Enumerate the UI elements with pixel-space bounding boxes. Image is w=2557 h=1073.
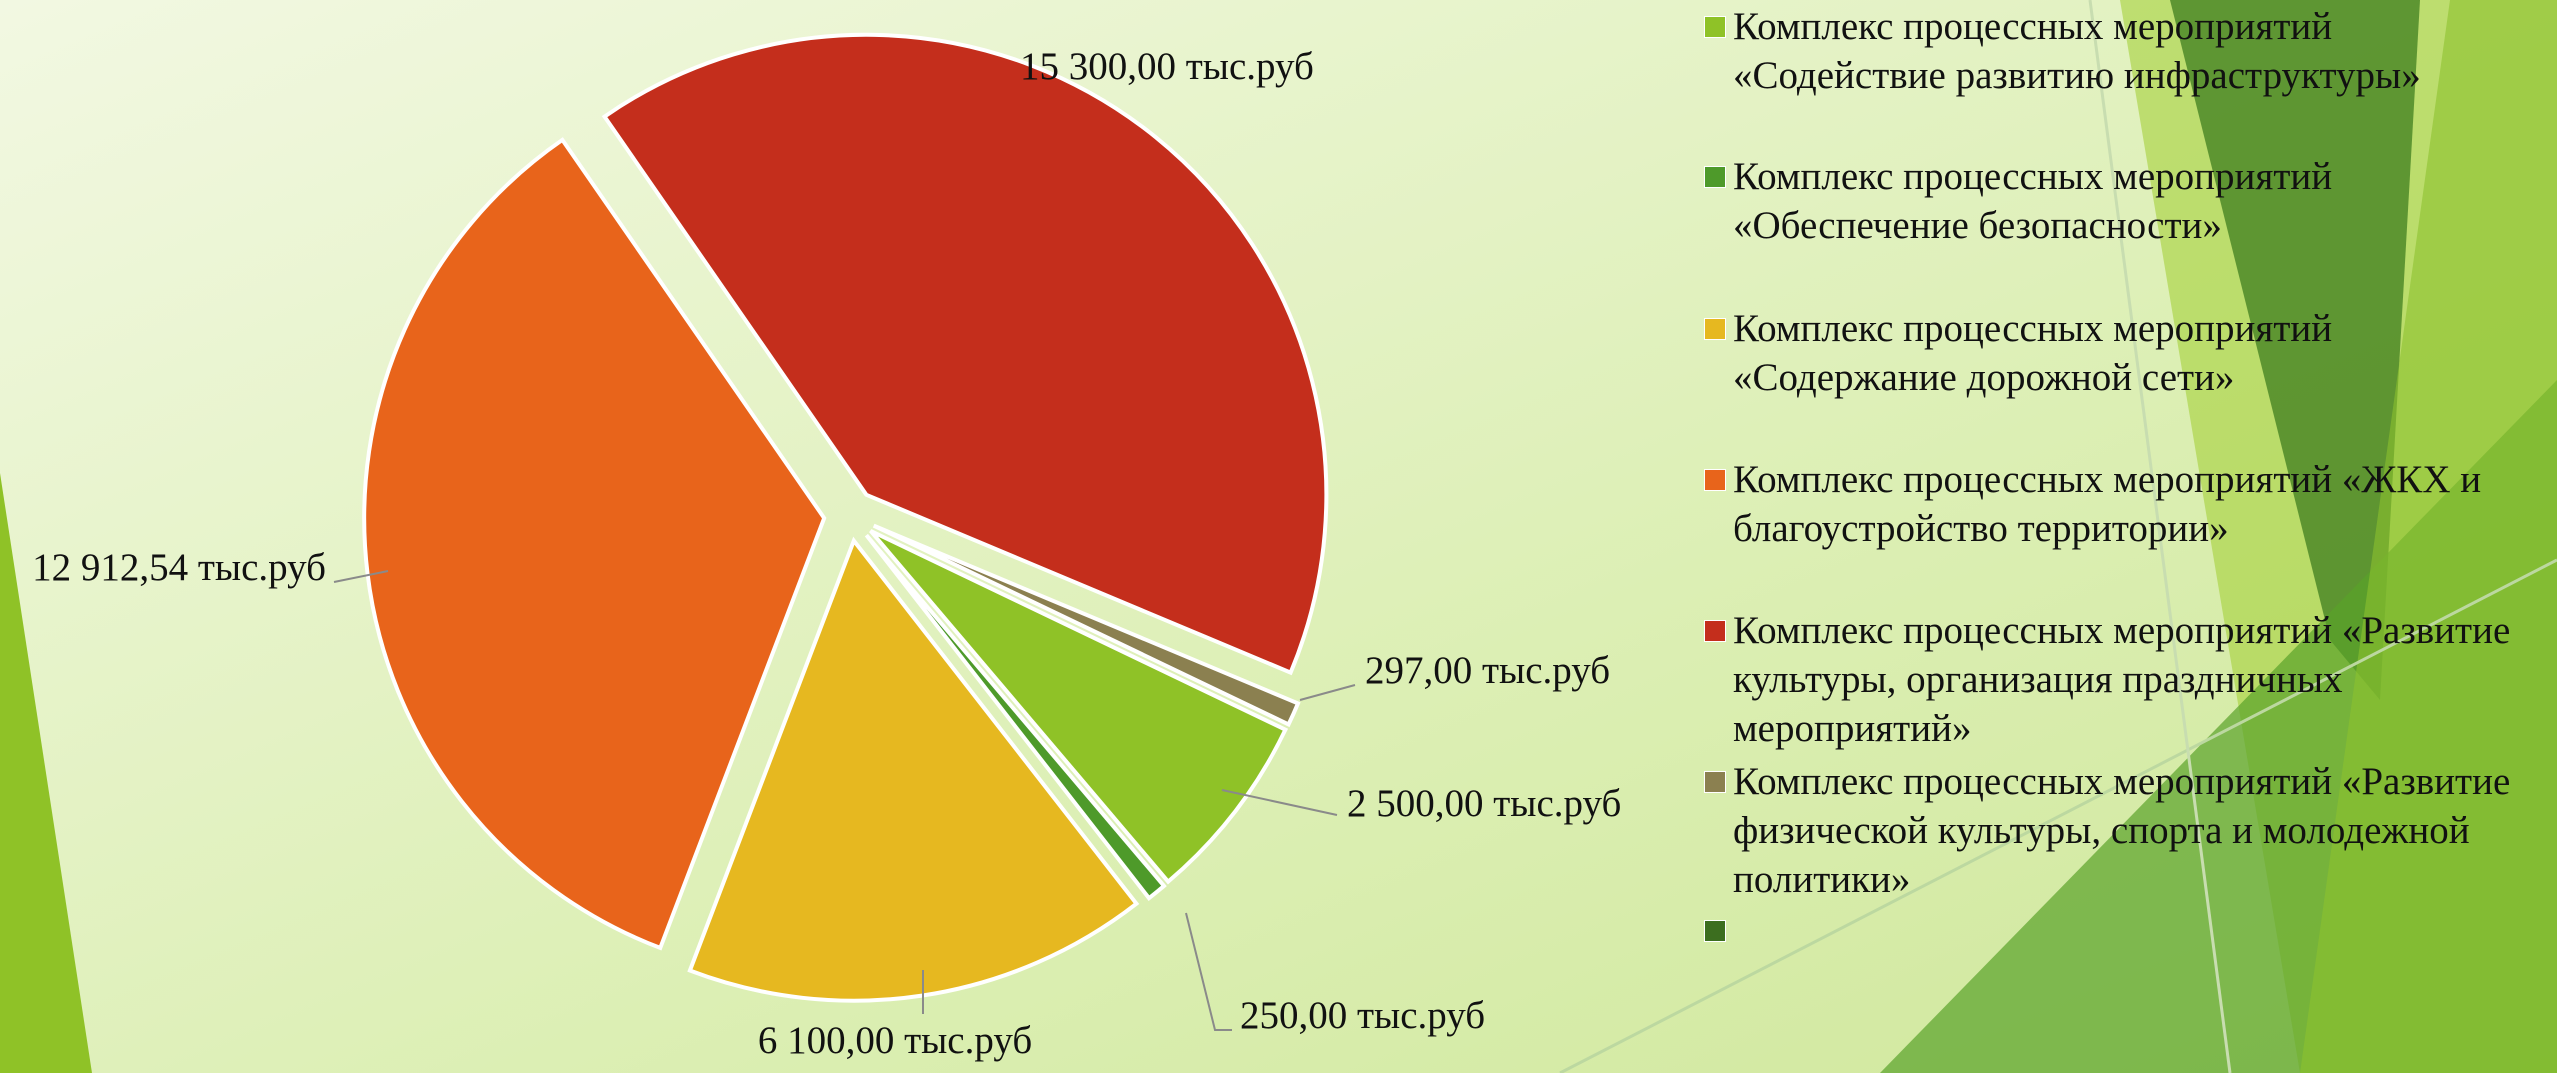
pie-slice xyxy=(864,533,1167,901)
legend-marker xyxy=(1704,620,1726,642)
decor xyxy=(2300,0,2557,1073)
pie-slice xyxy=(601,32,1329,676)
pie-slice xyxy=(687,536,1140,1003)
legend-label: Комплекс процессных мероприятий «ЖКХ и б… xyxy=(1733,458,2482,550)
legend-marker xyxy=(1704,771,1726,793)
decor xyxy=(2170,0,2420,700)
decor xyxy=(0,473,92,1073)
legend-marker xyxy=(1704,16,1726,38)
data-label: 12 912,54 тыс.руб xyxy=(32,546,326,589)
leader-line xyxy=(1221,789,1338,816)
data-label: 297,00 тыс.руб xyxy=(1365,649,1610,692)
pie-slice xyxy=(872,523,1301,728)
data-label: 15 300,00 тыс.руб xyxy=(1020,45,1314,88)
decor xyxy=(1559,558,2557,1073)
legend-marker xyxy=(1704,920,1726,942)
legend-label: Комплекс процессных мероприятий «Развити… xyxy=(1733,609,2511,750)
decor xyxy=(2088,0,2232,1073)
legend-label: Комплекс процессных мероприятий «Развити… xyxy=(1733,760,2511,901)
leader-line xyxy=(1185,912,1232,1031)
legend-marker xyxy=(1704,166,1726,188)
legend-marker xyxy=(1704,318,1726,340)
data-label: 6 100,00 тыс.руб xyxy=(758,1019,1032,1062)
pie-slice xyxy=(869,529,1289,885)
pie-slice xyxy=(362,137,827,951)
legend-label: Комплекс процессных мероприятий «Содейст… xyxy=(1733,5,2421,97)
data-label: 250,00 тыс.руб xyxy=(1240,994,1485,1037)
legend-label: Комплекс процессных мероприятий «Содержа… xyxy=(1733,307,2333,399)
legend-label: Комплекс процессных мероприятий «Обеспеч… xyxy=(1733,155,2333,247)
legend-marker xyxy=(1704,469,1726,491)
leader-line xyxy=(333,570,389,583)
data-label: 2 500,00 тыс.руб xyxy=(1347,782,1621,825)
leader-line xyxy=(1299,684,1356,701)
